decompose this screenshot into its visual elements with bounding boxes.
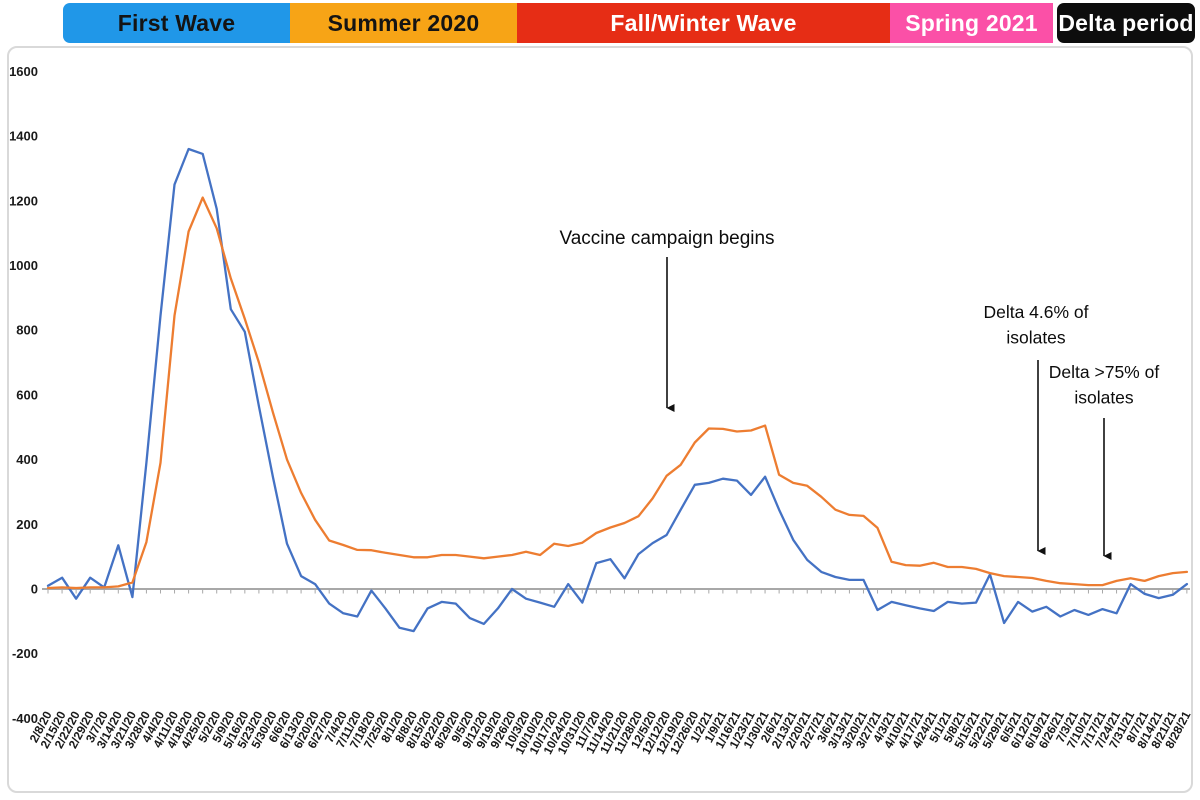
- annotation-text: Vaccine campaign begins: [559, 228, 774, 249]
- y-axis-label: 400: [16, 452, 38, 467]
- banner-delta-period: Delta period: [1057, 3, 1195, 43]
- banner-first-wave: First Wave: [63, 3, 290, 43]
- orange-series-line: [46, 196, 1189, 590]
- y-axis-label: 1000: [9, 258, 38, 273]
- banner-label: Summer 2020: [327, 9, 480, 36]
- annotation-text: isolates: [1074, 388, 1134, 408]
- chart-panel: [7, 46, 1193, 793]
- y-axis-label: 0: [31, 582, 38, 597]
- y-axis-label: 800: [16, 323, 38, 338]
- y-axis-label: 200: [16, 517, 38, 532]
- banner-fall-winter-wave: Fall/Winter Wave: [517, 3, 890, 43]
- y-axis-label: 1600: [9, 64, 38, 79]
- y-axis-label: 1400: [9, 129, 38, 144]
- y-axis-label: 600: [16, 387, 38, 402]
- banner-label: Fall/Winter Wave: [610, 9, 797, 36]
- banner-label: Spring 2021: [905, 9, 1038, 36]
- y-axis-label: -400: [12, 711, 38, 726]
- y-axis-label: -200: [12, 646, 38, 661]
- banner-label: First Wave: [117, 9, 236, 36]
- annotation-text: Delta >75% of: [1049, 362, 1160, 382]
- blue-series-line: [46, 147, 1189, 633]
- annotation-text: isolates: [1006, 328, 1066, 348]
- annotation-text: Delta 4.6% of: [983, 302, 1088, 322]
- y-axis-label: 1200: [9, 193, 38, 208]
- banner-label: Delta period: [1058, 9, 1194, 36]
- banner-summer-2020: Summer 2020: [290, 3, 517, 43]
- banner-spring-2021: Spring 2021: [890, 3, 1053, 43]
